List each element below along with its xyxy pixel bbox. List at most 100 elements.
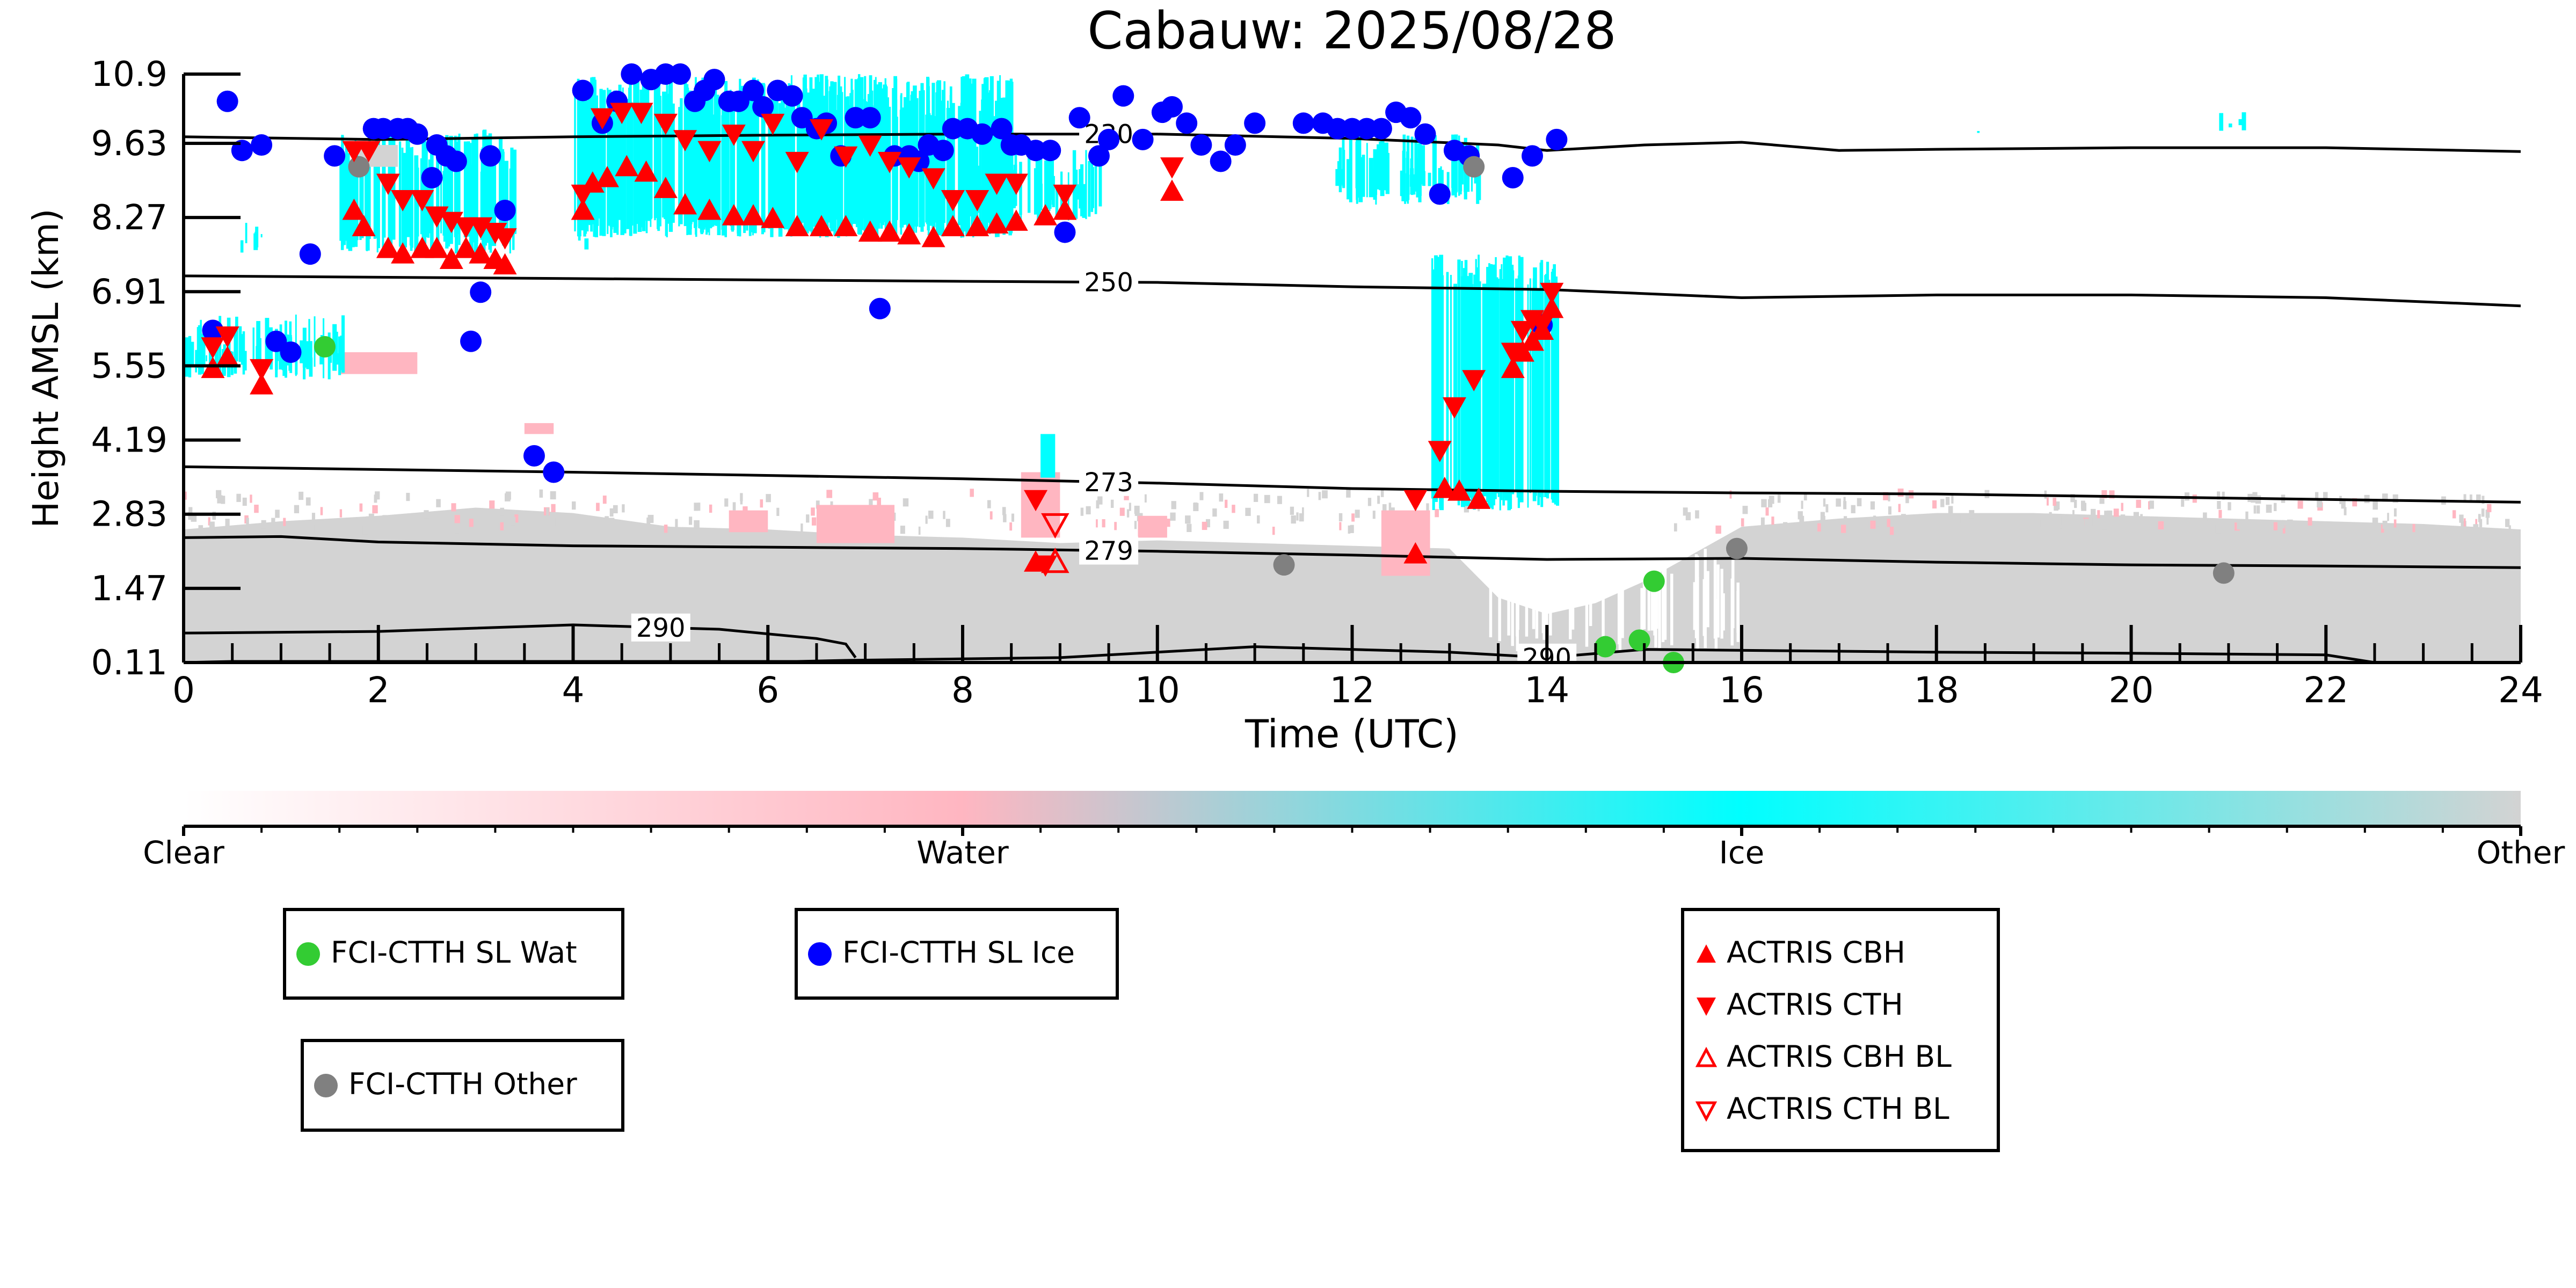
ice-streak bbox=[645, 83, 648, 234]
other-speckle bbox=[2393, 519, 2397, 528]
other-speckle bbox=[1803, 492, 1807, 501]
ice-streak bbox=[819, 74, 824, 235]
other-speckle bbox=[320, 507, 323, 515]
ice-streak bbox=[252, 328, 254, 360]
other-speckle bbox=[2481, 508, 2485, 517]
ice-streak bbox=[665, 95, 668, 236]
colorbar-label-ice: Ice bbox=[1719, 834, 1765, 871]
other-speckle bbox=[1302, 507, 1304, 516]
clear-gap bbox=[1511, 569, 1514, 646]
other-speckle bbox=[2273, 503, 2277, 511]
actris-cbh-point bbox=[921, 225, 945, 248]
ice-streak bbox=[1019, 162, 1022, 215]
ice-streak bbox=[1027, 155, 1031, 213]
isotherm-label-bg bbox=[631, 613, 690, 642]
other-speckle bbox=[694, 503, 698, 511]
actris-cth-point bbox=[469, 217, 493, 239]
ice-streak bbox=[738, 108, 740, 227]
actris-cbh-point bbox=[965, 215, 989, 237]
actris-cbh-point bbox=[897, 223, 921, 245]
actris-cbh-point bbox=[741, 204, 766, 225]
other-speckle bbox=[2459, 514, 2464, 523]
actris-cbh-point bbox=[1501, 356, 1525, 379]
other-speckle bbox=[1277, 496, 1282, 504]
other-speckle bbox=[561, 519, 564, 527]
other-speckle bbox=[1741, 518, 1744, 527]
legend-wat-label: FCI-CTTH SL Wat bbox=[331, 935, 577, 970]
other-speckle bbox=[2203, 523, 2207, 532]
other-speckle bbox=[532, 511, 537, 520]
other-speckle bbox=[2297, 500, 2303, 509]
other-speckle bbox=[689, 516, 693, 525]
ice-streak bbox=[981, 84, 985, 230]
other-speckle bbox=[970, 489, 974, 497]
ice-streak bbox=[695, 77, 697, 235]
other-speckle bbox=[1272, 527, 1275, 535]
ice-streak bbox=[242, 331, 245, 375]
other-speckle bbox=[312, 525, 315, 534]
other-speckle bbox=[483, 514, 488, 522]
other-speckle bbox=[2373, 501, 2378, 510]
ice-streak bbox=[633, 78, 637, 234]
actris-cbh-point bbox=[1432, 476, 1457, 498]
fci-ctth-sl-ice-point bbox=[470, 281, 492, 303]
ice-streak bbox=[639, 90, 644, 228]
legend-cth-marker bbox=[1697, 998, 1716, 1016]
water-patch bbox=[816, 505, 895, 543]
other-speckle bbox=[903, 498, 909, 507]
x-tick-label: 14 bbox=[1524, 670, 1569, 711]
other-speckle bbox=[811, 517, 817, 526]
ice-streak bbox=[580, 81, 585, 231]
ice-streak bbox=[1034, 168, 1038, 215]
actris-cth-point bbox=[877, 151, 901, 173]
actris-cth-point bbox=[785, 151, 809, 173]
fci-ctth-sl-ice-point bbox=[251, 134, 273, 156]
ice-streak bbox=[1373, 155, 1377, 192]
legend-cth-bl: ACTRIS CTH BL bbox=[1694, 1091, 1949, 1126]
other-speckle bbox=[1199, 492, 1204, 500]
actris-cbh-point bbox=[454, 237, 478, 258]
other-speckle bbox=[539, 489, 543, 498]
colorbar-ticks bbox=[182, 825, 2522, 836]
isotherm-label-bg bbox=[1079, 268, 1139, 296]
other-speckle bbox=[2382, 493, 2388, 502]
other-speckle bbox=[1836, 498, 1841, 507]
ice-streak bbox=[940, 100, 943, 225]
ice-streak bbox=[772, 108, 776, 228]
ice-streak bbox=[837, 111, 840, 238]
other-speckle bbox=[1185, 515, 1191, 524]
ice-streak bbox=[1409, 168, 1414, 187]
other-speckle bbox=[2282, 520, 2285, 529]
actris-cth-bl-point bbox=[1041, 513, 1069, 539]
fci-ctth-sl-ice-point bbox=[1292, 112, 1314, 134]
other-speckle bbox=[528, 512, 532, 520]
colorbar-label-water: Water bbox=[916, 834, 1009, 871]
other-speckle bbox=[311, 513, 316, 521]
ice-streak bbox=[967, 78, 972, 216]
actris-cth-point bbox=[201, 337, 225, 359]
ice-streak bbox=[965, 98, 970, 236]
actris-cth-point bbox=[834, 146, 858, 168]
other-speckle bbox=[2101, 490, 2107, 499]
other-speckle bbox=[305, 497, 311, 506]
other-speckle bbox=[1003, 514, 1007, 522]
other-speckle bbox=[500, 522, 504, 530]
ice-patch bbox=[1040, 434, 1056, 478]
clear-gap bbox=[1713, 558, 1717, 639]
fci-ctth-sl-wat-point bbox=[1595, 636, 1617, 658]
clear-gap bbox=[1602, 594, 1605, 644]
ice-streak bbox=[1349, 137, 1352, 202]
other-speckle bbox=[236, 493, 241, 502]
other-speckle bbox=[1948, 506, 1953, 514]
clear-gap bbox=[1720, 569, 1723, 639]
other-speckle bbox=[2237, 521, 2241, 530]
other-speckle bbox=[359, 503, 363, 512]
other-speckle bbox=[242, 497, 247, 506]
y-tick-label: 8.27 bbox=[91, 198, 168, 238]
other-speckle bbox=[2387, 513, 2389, 521]
ice-streak bbox=[882, 103, 885, 225]
ice-streak bbox=[1497, 279, 1500, 497]
other-speckle bbox=[605, 516, 609, 525]
other-speckle bbox=[1388, 503, 1392, 511]
fci-ctth-other-point bbox=[348, 156, 370, 178]
